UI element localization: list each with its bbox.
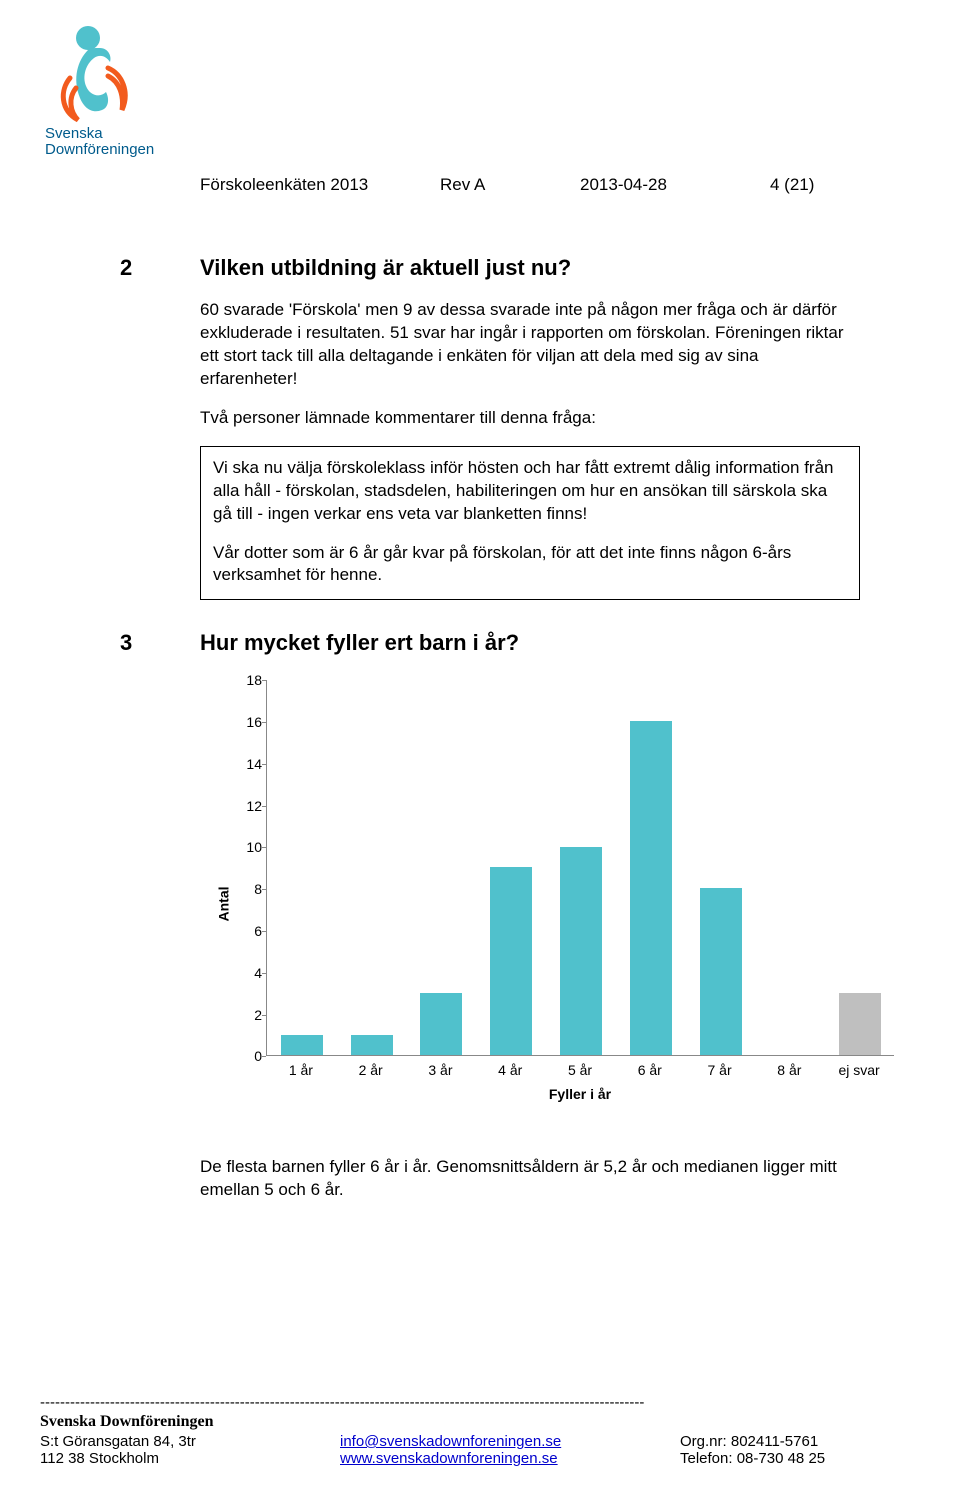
page-footer: ----------------------------------------… [40, 1394, 920, 1467]
chart-xtick: 1 år [271, 1062, 331, 1078]
doc-page: 4 (21) [770, 175, 814, 195]
q3-title: Hur mycket fyller ert barn i år? [200, 630, 860, 656]
footer-tel: Telefon: 08-730 48 25 [680, 1450, 825, 1467]
q2-number: 2 [120, 255, 132, 281]
chart-ytick: 8 [236, 881, 262, 897]
chart-ytick: 0 [236, 1048, 262, 1064]
doc-date: 2013-04-28 [580, 175, 770, 195]
chart-xtick: 2 år [341, 1062, 401, 1078]
logo-text-top: Svenska [45, 125, 103, 142]
chart-ytick: 14 [236, 756, 262, 772]
page-header: Förskoleenkäten 2013 Rev A 2013-04-28 4 … [200, 175, 860, 195]
doc-rev: Rev A [440, 175, 580, 195]
footer-orgnr: Org.nr: 802411-5761 [680, 1433, 818, 1450]
chart-xtick: 7 år [690, 1062, 750, 1078]
chart-bar [351, 1035, 393, 1056]
chart-xtick: ej svar [829, 1062, 889, 1078]
chart-xtick: 5 år [550, 1062, 610, 1078]
chart-bar [630, 721, 672, 1055]
q2-comments-box: Vi ska nu välja förskoleklass inför höst… [200, 446, 860, 601]
q2-para-1: 60 svarade 'Förskola' men 9 av dessa sva… [200, 299, 860, 391]
chart-xtick: 4 år [480, 1062, 540, 1078]
footer-org-name: Svenska Downföreningen [40, 1413, 920, 1431]
chart-ytick: 18 [236, 672, 262, 688]
chart-xtick: 6 år [620, 1062, 680, 1078]
chart-ytick: 10 [236, 839, 262, 855]
chart-ytick: 2 [236, 1007, 262, 1023]
footer-divider: ----------------------------------------… [40, 1394, 920, 1411]
doc-title: Förskoleenkäten 2013 [200, 175, 440, 195]
chart-bar [560, 847, 602, 1056]
chart-bar [490, 867, 532, 1055]
q3-number: 3 [120, 630, 132, 656]
footer-addr2: 112 38 Stockholm [40, 1450, 340, 1467]
q2-comment-1: Vi ska nu välja förskoleklass inför höst… [213, 457, 847, 526]
question-2: 2 Vilken utbildning är aktuell just nu? … [120, 255, 860, 600]
q2-comment-2: Vår dotter som är 6 år går kvar på försk… [213, 542, 847, 588]
chart-xtick: 8 år [759, 1062, 819, 1078]
logo-text-bottom: Downföreningen [45, 141, 154, 158]
chart-bar [839, 993, 881, 1056]
chart-ytick: 6 [236, 923, 262, 939]
question-3: 3 Hur mycket fyller ert barn i år? Antal… [120, 630, 860, 1202]
age-bar-chart: Antal Fyller i år 0 2 4 6 8 10 12 14 16 18 1 år 2 å… [200, 674, 900, 1134]
chart-ytick: 4 [236, 965, 262, 981]
q2-para-2: Två personer lämnade kommentarer till de… [200, 407, 860, 430]
chart-plot-area [266, 680, 894, 1056]
chart-bar [420, 993, 462, 1056]
chart-ytick: 16 [236, 714, 262, 730]
footer-addr1: S:t Göransgatan 84, 3tr [40, 1433, 340, 1450]
q3-caption: De flesta barnen fyller 6 år i år. Genom… [200, 1156, 860, 1202]
chart-ytick: 12 [236, 798, 262, 814]
logo: Svenska Downföreningen [30, 20, 170, 160]
chart-bar [700, 888, 742, 1055]
chart-bar [281, 1035, 323, 1056]
footer-web-link[interactable]: www.svenskadownforeningen.se [340, 1450, 558, 1467]
chart-xlabel: Fyller i år [266, 1086, 894, 1102]
footer-email-link[interactable]: info@svenskadownforeningen.se [340, 1433, 561, 1450]
q2-title: Vilken utbildning är aktuell just nu? [200, 255, 860, 281]
chart-ylabel: Antal [216, 887, 232, 922]
chart-xtick: 3 år [410, 1062, 470, 1078]
